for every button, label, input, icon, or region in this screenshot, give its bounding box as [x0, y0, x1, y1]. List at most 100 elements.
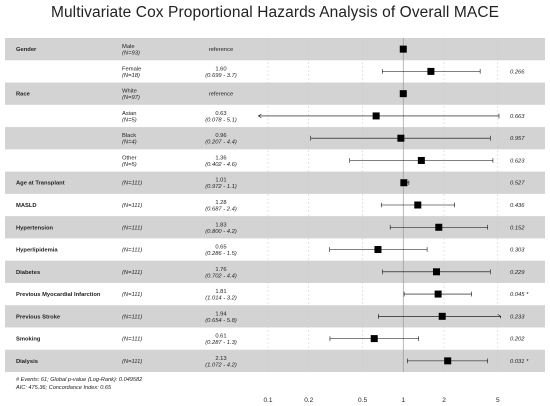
variable-label: Smoking: [16, 337, 41, 343]
x-tick-label: 2: [442, 397, 446, 404]
p-value: 0.202: [510, 337, 525, 343]
hr-marker: [374, 246, 382, 254]
p-value: 0.045 *: [510, 292, 529, 298]
row-shade: [5, 127, 545, 150]
variable-label: MASLD: [16, 203, 37, 209]
hr-marker: [414, 201, 422, 209]
hr-marker: [434, 290, 442, 298]
level-label: White: [122, 89, 137, 95]
n-label: (N=93): [122, 51, 140, 57]
variable-label: Race: [16, 92, 31, 98]
level-label: Black: [122, 133, 136, 139]
hr-marker: [432, 268, 440, 276]
p-value: 0.303: [510, 248, 525, 254]
ci-label: (0.654 - 5.8): [205, 318, 237, 324]
x-tick-label: 0.5: [358, 397, 367, 404]
n-label: (N=111): [122, 181, 142, 187]
row-shade: [5, 305, 545, 328]
hr-label: 0.96: [215, 133, 226, 139]
variable-label: Dialysis: [16, 359, 38, 365]
table-text-layer: Gender Male(N=93) reference Female(N=18) 1.6…: [16, 44, 529, 368]
hr-label: 1.60: [215, 66, 226, 72]
p-value: 0.663: [510, 114, 525, 120]
ci-label: (0.207 - 4.4): [205, 140, 237, 146]
x-tick-label: 0.2: [304, 397, 313, 404]
level-label: Asian: [122, 111, 137, 117]
hr-marker: [372, 112, 380, 120]
row-shade: [5, 216, 545, 239]
hr-marker: [444, 357, 452, 365]
n-label: (N=111): [122, 292, 142, 298]
variable-label: Hyperlipidemia: [16, 248, 58, 254]
ci-label: (0.972 - 1.1): [205, 184, 237, 190]
hr-marker: [399, 90, 407, 98]
ci-label: (0.402 - 4.6): [205, 162, 237, 168]
footnote-events: # Events: 61; Global p-value (Log-Rank):…: [16, 377, 143, 383]
n-label: (N=111): [122, 225, 142, 231]
hr-label: 0.61: [215, 334, 226, 340]
hr-marker: [438, 312, 446, 320]
row-shade: [5, 171, 545, 194]
n-label: (N=111): [122, 203, 142, 209]
ci-label: (1.072 - 4.2): [205, 362, 237, 368]
x-tick-label: 5: [496, 397, 500, 404]
ci-arrow: [497, 314, 501, 319]
p-value: 0.623: [510, 158, 525, 164]
n-label: (N=111): [122, 270, 142, 276]
variable-label: Diabetes: [16, 270, 40, 276]
n-label: (N=5): [122, 162, 137, 168]
hr-label: 1.76: [215, 267, 226, 273]
ci-label: (0.699 - 3.7): [205, 73, 237, 79]
row-shade: [5, 82, 545, 105]
p-value: 0.527: [510, 181, 525, 187]
x-axis: 0.1 0.2 0.5 1 2 5: [263, 397, 500, 404]
p-value: 0.957: [510, 136, 525, 142]
level-label: Other: [122, 155, 137, 161]
n-label: (N=111): [122, 314, 142, 320]
hr-marker: [400, 179, 408, 187]
row-shading-layer: [5, 38, 545, 372]
level-label: Male: [122, 44, 135, 50]
n-label: (N=5): [122, 117, 137, 123]
footnote-aic: AIC: 475.36; Concordance Index: 0.65: [16, 385, 112, 391]
n-label: (N=111): [122, 248, 142, 254]
hr-label: 0.63: [215, 111, 226, 117]
ci-label: (0.286 - 1.5): [205, 251, 237, 257]
n-label: (N=18): [122, 73, 140, 79]
row-shade: [5, 349, 545, 372]
row-shade: [5, 260, 545, 283]
variable-label: Hypertension: [16, 225, 54, 231]
estimate-layer: [257, 45, 501, 365]
hr-label: reference: [209, 47, 234, 53]
hr-label: reference: [209, 92, 234, 98]
row-shade: [5, 38, 545, 61]
ci-label: (0.800 - 4.2): [205, 229, 237, 235]
p-value: 0.031 *: [510, 359, 529, 365]
ci-arrow: [257, 113, 262, 119]
hr-marker: [399, 45, 407, 53]
n-label: (N=111): [122, 359, 142, 365]
p-value: 0.266: [510, 69, 525, 75]
level-label: Female: [122, 66, 141, 72]
ci-label: (1.014 - 3.2): [205, 296, 237, 302]
hr-label: 1.01: [215, 178, 226, 184]
hr-marker: [397, 134, 405, 142]
hr-marker: [370, 335, 378, 343]
hr-marker: [427, 67, 435, 75]
hr-label: 1.94: [215, 311, 227, 317]
hr-marker: [417, 156, 425, 164]
p-value: 0.233: [510, 314, 525, 320]
hr-label: 1.28: [215, 200, 226, 206]
ci-label: (0.287 - 1.3): [205, 340, 237, 346]
hr-marker: [435, 223, 443, 231]
variable-label: Previous Stroke: [16, 314, 61, 320]
n-label: (N=111): [122, 337, 142, 343]
variable-label: Previous Myocardial Infarction: [16, 292, 101, 298]
hr-label: 2.13: [215, 356, 226, 362]
hr-label: 0.65: [215, 245, 226, 251]
ci-label: (0.687 - 2.4): [205, 207, 237, 213]
hr-label: 1.83: [215, 222, 226, 228]
hr-label: 1.81: [215, 289, 226, 295]
p-value: 0.436: [510, 203, 525, 209]
